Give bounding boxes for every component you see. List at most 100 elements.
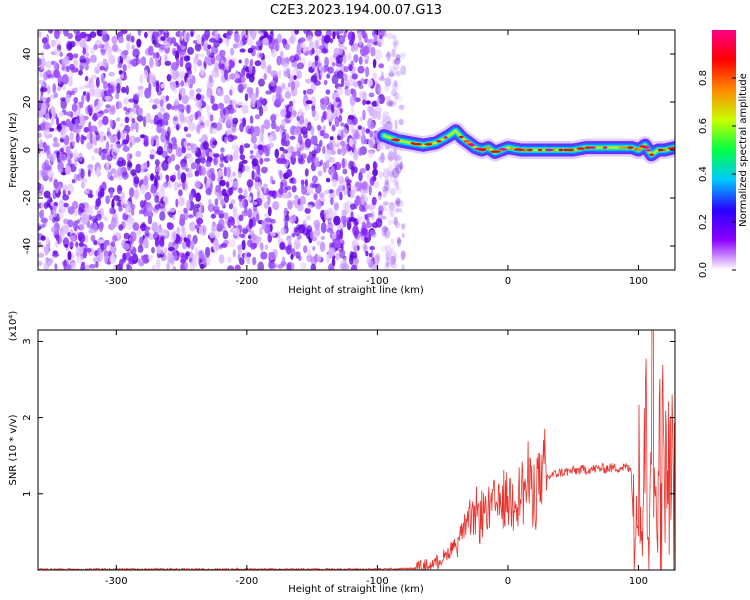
noise-blob bbox=[122, 139, 129, 145]
noise-blob bbox=[202, 253, 208, 264]
noise-blob bbox=[382, 189, 387, 198]
noise-blob bbox=[62, 202, 69, 208]
noise-blob bbox=[348, 217, 357, 222]
noise-blob bbox=[156, 123, 162, 134]
noise-blob bbox=[299, 195, 306, 205]
noise-blob bbox=[73, 96, 78, 104]
noise-blob bbox=[251, 170, 255, 181]
noise-blob bbox=[251, 158, 259, 167]
noise-blob bbox=[227, 218, 232, 229]
noise-blob bbox=[172, 214, 176, 221]
noise-blob bbox=[53, 137, 58, 143]
noise-blob bbox=[387, 99, 394, 106]
noise-blob bbox=[348, 137, 354, 147]
noise-blob bbox=[321, 48, 329, 54]
noise-blob bbox=[392, 35, 397, 41]
noise-blob bbox=[104, 253, 109, 264]
noise-blob bbox=[47, 74, 54, 79]
noise-blob bbox=[323, 111, 327, 119]
noise-blob bbox=[353, 54, 359, 63]
noise-blob bbox=[90, 234, 96, 242]
noise-blob bbox=[136, 38, 142, 48]
noise-blob bbox=[110, 241, 116, 247]
noise-blob bbox=[148, 98, 156, 104]
noise-blob bbox=[254, 114, 261, 120]
noise-blob bbox=[241, 239, 246, 251]
noise-blob bbox=[277, 158, 284, 165]
noise-blob bbox=[324, 189, 330, 195]
noise-blob bbox=[155, 258, 161, 270]
noise-blob bbox=[323, 64, 327, 73]
noise-blob bbox=[80, 181, 86, 189]
noise-blob bbox=[109, 207, 115, 215]
noise-blob bbox=[38, 260, 43, 267]
noise-blob bbox=[185, 251, 190, 257]
noise-blob bbox=[251, 201, 258, 206]
noise-blob bbox=[95, 76, 100, 88]
noise-blob bbox=[237, 187, 243, 194]
noise-blob bbox=[287, 145, 295, 153]
noise-blob bbox=[159, 44, 165, 51]
noise-blob bbox=[175, 147, 183, 158]
noise-blob bbox=[303, 245, 308, 254]
noise-blob bbox=[136, 228, 142, 235]
noise-blob bbox=[246, 179, 254, 188]
noise-blob bbox=[310, 256, 317, 266]
noise-blob bbox=[166, 148, 172, 153]
noise-blob bbox=[351, 104, 354, 114]
noise-blob bbox=[159, 246, 165, 255]
noise-blob bbox=[95, 132, 100, 142]
noise-blob bbox=[120, 50, 128, 60]
noise-blob bbox=[298, 255, 302, 261]
noise-blob bbox=[322, 145, 326, 155]
noise-blob bbox=[65, 264, 72, 270]
noise-blob bbox=[196, 217, 204, 225]
noise-blob bbox=[363, 32, 368, 43]
noise-blob bbox=[259, 242, 264, 251]
noise-blob bbox=[161, 118, 166, 129]
noise-blob bbox=[237, 171, 242, 179]
noise-blob bbox=[387, 166, 391, 177]
noise-blob bbox=[186, 77, 191, 88]
noise-blob bbox=[362, 46, 370, 56]
noise-blob bbox=[83, 126, 90, 133]
noise-blob bbox=[186, 173, 194, 178]
noise-blob bbox=[38, 202, 41, 209]
noise-blob bbox=[131, 35, 135, 43]
noise-blob bbox=[396, 238, 402, 244]
noise-blob bbox=[389, 162, 395, 167]
noise-blob bbox=[67, 190, 71, 195]
noise-blob bbox=[187, 214, 194, 219]
noise-blob bbox=[129, 231, 137, 243]
noise-blob bbox=[188, 155, 194, 165]
noise-blob bbox=[206, 82, 212, 94]
noise-blob bbox=[395, 197, 401, 208]
noise-blob bbox=[38, 241, 42, 248]
noise-blob bbox=[123, 97, 130, 105]
noise-blob bbox=[56, 125, 62, 131]
noise-blob bbox=[365, 250, 369, 257]
noise-blob bbox=[97, 251, 103, 262]
noise-blob bbox=[384, 244, 391, 252]
noise-blob bbox=[250, 134, 257, 144]
noise-blob bbox=[54, 30, 60, 40]
noise-blob bbox=[377, 156, 385, 163]
noise-blob bbox=[232, 43, 239, 49]
noise-blob bbox=[56, 85, 62, 92]
noise-blob bbox=[161, 228, 168, 237]
noise-blob bbox=[246, 252, 252, 258]
noise-blob bbox=[147, 216, 153, 225]
noise-blob bbox=[383, 225, 388, 231]
noise-blob bbox=[58, 152, 65, 163]
noise-blob bbox=[207, 198, 212, 205]
noise-blob bbox=[38, 182, 42, 191]
x-tick-label: 0 bbox=[505, 276, 511, 287]
noise-blob bbox=[329, 37, 334, 44]
noise-blob bbox=[395, 164, 402, 175]
noise-blob bbox=[246, 87, 254, 94]
noise-blob bbox=[243, 83, 247, 90]
noise-blob bbox=[101, 30, 108, 35]
noise-blob bbox=[270, 232, 276, 237]
noise-blob bbox=[342, 168, 348, 175]
noise-blob bbox=[202, 141, 209, 150]
